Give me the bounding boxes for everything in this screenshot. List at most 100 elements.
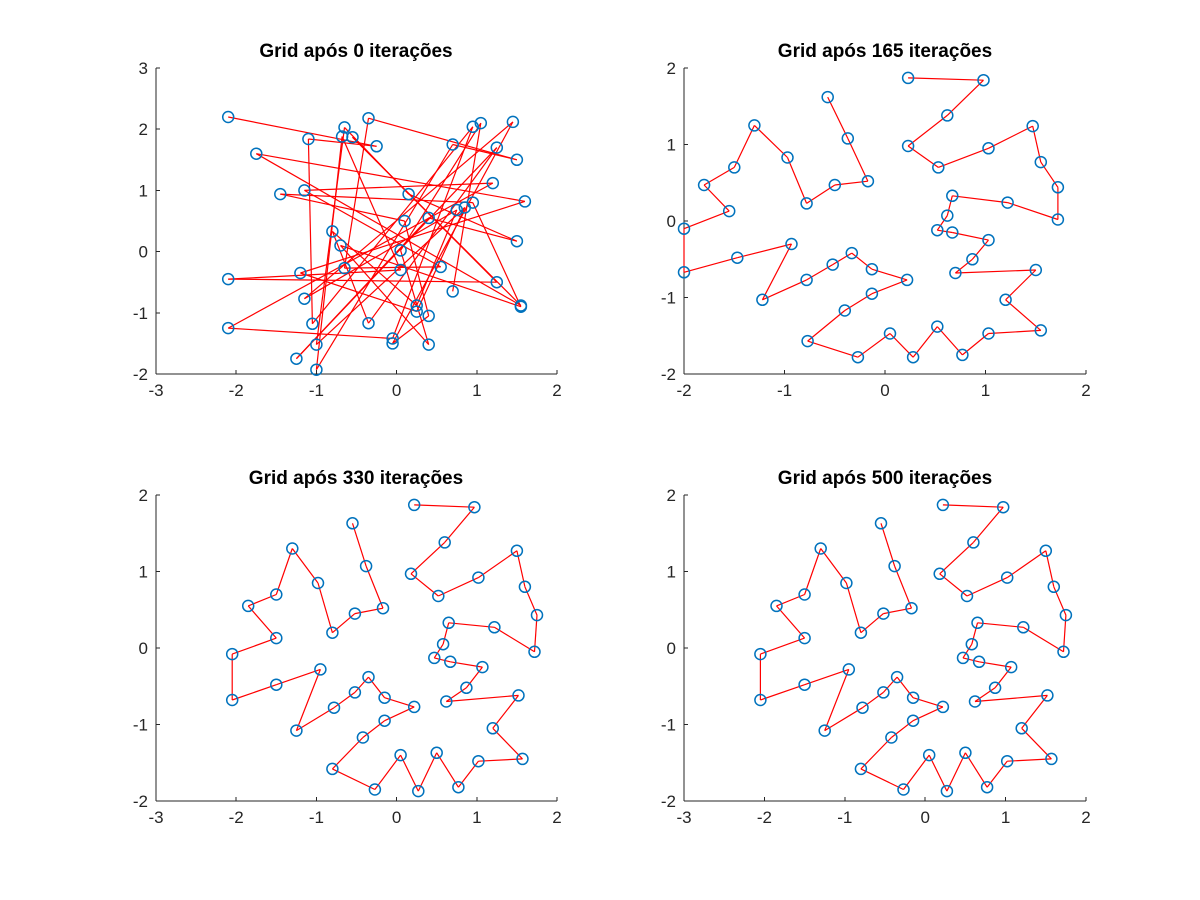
data-point-marker bbox=[756, 293, 769, 307]
path-segment bbox=[882, 676, 898, 693]
data-point-marker bbox=[335, 130, 349, 143]
y-tick-label: 2 bbox=[139, 486, 148, 505]
data-point-marker bbox=[412, 784, 425, 798]
path-segment bbox=[1005, 269, 1037, 301]
path-segment bbox=[971, 622, 979, 645]
data-point-marker bbox=[677, 266, 691, 279]
subplot-3-title: Grid após 330 iterações bbox=[249, 468, 463, 489]
path-segment bbox=[344, 126, 410, 195]
data-point-marker bbox=[516, 752, 529, 766]
data-point-marker bbox=[404, 567, 418, 581]
path-segment bbox=[448, 622, 495, 628]
path-segment bbox=[1021, 727, 1052, 760]
data-point-marker bbox=[1047, 580, 1061, 594]
data-point-marker bbox=[677, 222, 691, 235]
path-segment bbox=[354, 676, 369, 693]
data-point-marker bbox=[967, 536, 980, 549]
data-point-marker bbox=[781, 151, 794, 164]
path-segment bbox=[762, 279, 807, 301]
data-point-marker bbox=[1004, 660, 1018, 674]
path-segment bbox=[939, 541, 974, 575]
data-point-marker bbox=[754, 647, 767, 661]
path-segment bbox=[478, 550, 518, 579]
path-segment bbox=[903, 754, 930, 790]
data-point-marker bbox=[754, 693, 767, 707]
path-segment bbox=[974, 694, 1048, 703]
data-point-marker bbox=[398, 214, 411, 228]
data-point-marker bbox=[326, 225, 339, 238]
data-point-marker bbox=[770, 599, 783, 613]
data-point-marker bbox=[1039, 544, 1053, 558]
data-point-marker bbox=[1000, 754, 1014, 768]
path-segment bbox=[340, 245, 430, 345]
data-point-marker bbox=[410, 305, 423, 318]
path-segment bbox=[231, 637, 277, 655]
y-tick-label: -2 bbox=[661, 365, 676, 384]
path-segment bbox=[492, 695, 519, 729]
data-point-marker bbox=[1017, 621, 1030, 634]
path-segment bbox=[315, 144, 454, 371]
data-point-marker bbox=[933, 567, 946, 581]
path-segment bbox=[1005, 299, 1042, 331]
path-segment bbox=[400, 122, 482, 251]
path-segment bbox=[280, 193, 473, 204]
data-point-marker bbox=[931, 223, 944, 237]
data-point-marker bbox=[466, 120, 480, 134]
data-point-marker bbox=[394, 263, 407, 277]
path-segment bbox=[436, 752, 459, 788]
data-point-marker bbox=[402, 187, 415, 201]
data-point-marker bbox=[274, 187, 287, 201]
data-point-marker bbox=[856, 701, 869, 714]
x-tick-label: 2 bbox=[1081, 808, 1090, 827]
data-point-marker bbox=[506, 115, 520, 129]
path-segment bbox=[275, 548, 293, 595]
data-point-marker bbox=[821, 90, 834, 104]
path-segment bbox=[807, 340, 859, 358]
path-segment bbox=[445, 687, 467, 702]
data-point-marker bbox=[972, 655, 986, 669]
y-tick-label: -1 bbox=[661, 716, 676, 735]
data-point-marker bbox=[851, 350, 865, 364]
path-segment bbox=[827, 96, 849, 139]
path-segment bbox=[977, 622, 1024, 628]
data-point-marker bbox=[946, 189, 959, 203]
path-segment bbox=[331, 737, 364, 770]
data-point-marker bbox=[971, 616, 984, 630]
data-point-marker bbox=[510, 234, 524, 248]
data-point-marker bbox=[514, 300, 528, 313]
data-point-marker bbox=[982, 327, 995, 340]
path-segment bbox=[410, 541, 446, 575]
data-point-marker bbox=[386, 332, 399, 345]
path-segment bbox=[365, 565, 384, 609]
path-segment bbox=[936, 326, 963, 356]
data-point-marker bbox=[877, 607, 890, 620]
data-point-marker bbox=[221, 272, 235, 286]
path-segment bbox=[452, 143, 518, 161]
data-point-marker bbox=[1001, 196, 1014, 209]
data-point-marker bbox=[476, 660, 489, 674]
data-point-marker bbox=[310, 363, 323, 376]
data-point-marker bbox=[250, 147, 263, 160]
data-point-marker bbox=[394, 748, 407, 762]
path-segment bbox=[247, 605, 277, 639]
path-segment bbox=[896, 676, 914, 699]
path-segment bbox=[368, 676, 386, 699]
x-tick-label: -3 bbox=[148, 381, 163, 400]
data-point-marker bbox=[854, 626, 868, 639]
path-segment bbox=[1007, 202, 1059, 221]
x-tick-label: -2 bbox=[229, 381, 244, 400]
data-point-marker bbox=[510, 544, 524, 558]
data-point-marker bbox=[883, 327, 897, 340]
path-segment bbox=[988, 125, 1033, 149]
path-segment bbox=[955, 258, 973, 274]
path-segment bbox=[340, 244, 522, 308]
data-point-marker bbox=[294, 266, 307, 280]
data-point-marker bbox=[327, 701, 341, 714]
x-tick-label: -2 bbox=[676, 381, 691, 400]
path-segment bbox=[946, 79, 984, 116]
path-segment bbox=[414, 504, 475, 508]
data-point-marker bbox=[338, 121, 351, 134]
data-point-marker bbox=[458, 201, 472, 214]
path-segment bbox=[760, 637, 805, 655]
